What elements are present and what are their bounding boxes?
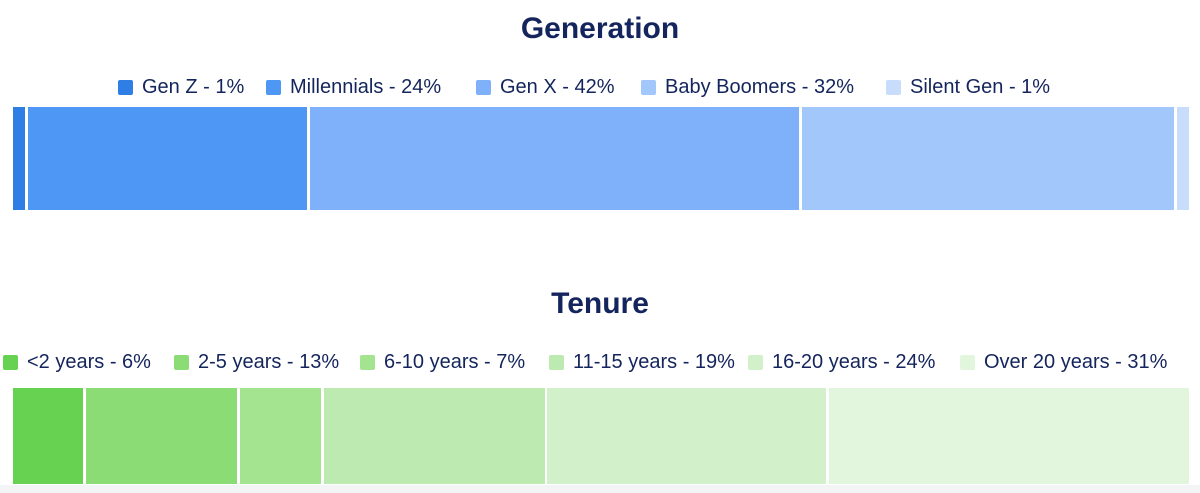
legend-item: Silent Gen - 1% (886, 72, 1050, 102)
legend-item: Over 20 years - 31% (960, 347, 1167, 377)
stacked-bar (13, 388, 1189, 484)
bar-segment (13, 107, 25, 210)
chart-legend: Gen Z - 1% Millennials - 24% Gen X - 42% Ba… (0, 72, 1200, 102)
legend-swatch (118, 79, 133, 95)
generation-chart: Generation Gen Z - 1% Millennials - 24% Ge… (0, 0, 1200, 230)
chart-legend: <2 years - 6% 2-5 years - 13% 6-10 years -… (0, 347, 1200, 377)
legend-label: Gen X - 42% (500, 75, 615, 98)
legend-label: Over 20 years - 31% (984, 350, 1168, 373)
legend-item: 2-5 years - 13% (174, 347, 339, 377)
legend-label: Baby Boomers - 32% (665, 75, 854, 98)
legend-label: Millennials - 24% (290, 75, 442, 98)
chart-title: Generation (520, 12, 680, 45)
legend-swatch (886, 79, 901, 95)
legend-swatch (960, 354, 975, 370)
legend-item: Baby Boomers - 32% (641, 72, 854, 102)
legend-label: 6-10 years - 7% (384, 350, 526, 373)
bar-segment (829, 388, 1189, 484)
bottom-divider (0, 485, 1200, 493)
bar-segment (13, 388, 83, 484)
bar-segment (1177, 107, 1189, 210)
bar-segment (324, 388, 545, 484)
legend-swatch (360, 354, 375, 370)
bar-segment (310, 107, 799, 210)
legend-swatch (748, 354, 763, 370)
legend-swatch (641, 79, 656, 95)
bar-segment (547, 388, 826, 484)
legend-item: Gen Z - 1% (118, 72, 244, 102)
legend-swatch (266, 79, 281, 95)
bar-segment (28, 107, 307, 210)
legend-label: 11-15 years - 19% (573, 350, 735, 373)
legend-label: Gen Z - 1% (142, 75, 245, 98)
legend-item: Gen X - 42% (476, 72, 615, 102)
bar-segment (802, 107, 1174, 210)
legend-item: 6-10 years - 7% (360, 347, 525, 377)
legend-label: 16-20 years - 24% (772, 350, 936, 373)
legend-item: <2 years - 6% (3, 347, 151, 377)
legend-item: Millennials - 24% (266, 72, 441, 102)
bar-segment (240, 388, 321, 484)
legend-swatch (549, 354, 564, 370)
legend-label: 2-5 years - 13% (198, 350, 340, 373)
bar-segment (86, 388, 237, 484)
legend-swatch (3, 354, 18, 370)
legend-label: <2 years - 6% (27, 350, 151, 373)
legend-swatch (174, 354, 189, 370)
tenure-chart: Tenure <2 years - 6% 2-5 years - 13% 6-10 … (0, 275, 1200, 493)
stacked-bar (13, 107, 1189, 210)
legend-item: 16-20 years - 24% (748, 347, 935, 377)
chart-title: Tenure (551, 287, 649, 320)
legend-swatch (476, 79, 491, 95)
legend-item: 11-15 years - 19% (549, 347, 735, 377)
legend-label: Silent Gen - 1% (910, 75, 1051, 98)
